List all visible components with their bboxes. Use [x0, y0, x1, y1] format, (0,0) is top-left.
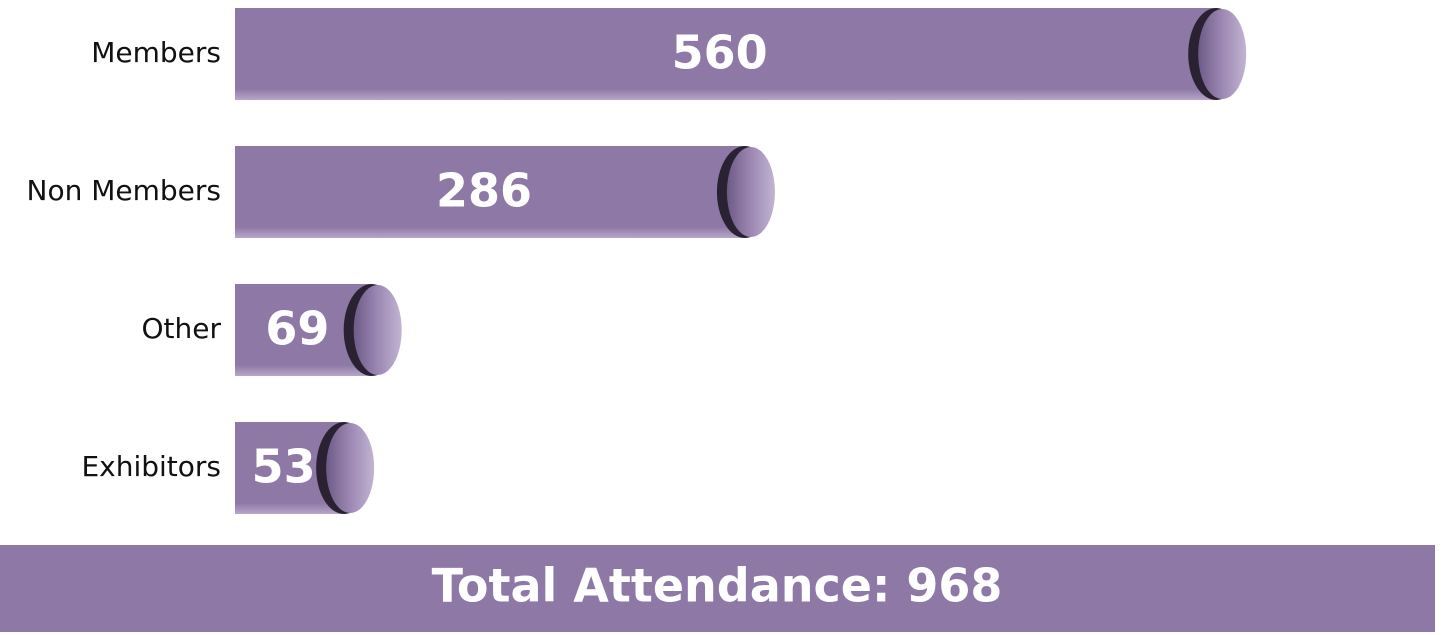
bar-cap [326, 423, 375, 513]
category-label: Members [91, 36, 221, 69]
total-attendance: Total Attendance: 968 [432, 559, 1003, 613]
bar [235, 146, 745, 238]
bar-cap [353, 285, 402, 375]
category-label: Exhibitors [81, 450, 221, 483]
value-label: 286 [436, 164, 532, 218]
value-label: 69 [265, 302, 329, 356]
category-label: Non Members [27, 174, 221, 207]
bar-cap [726, 147, 775, 237]
bar-cap [1198, 9, 1247, 99]
value-label: 53 [252, 440, 316, 494]
value-label: 560 [672, 26, 768, 80]
total-banner [0, 545, 1435, 632]
bar [235, 8, 1217, 100]
category-label: Other [141, 312, 221, 345]
